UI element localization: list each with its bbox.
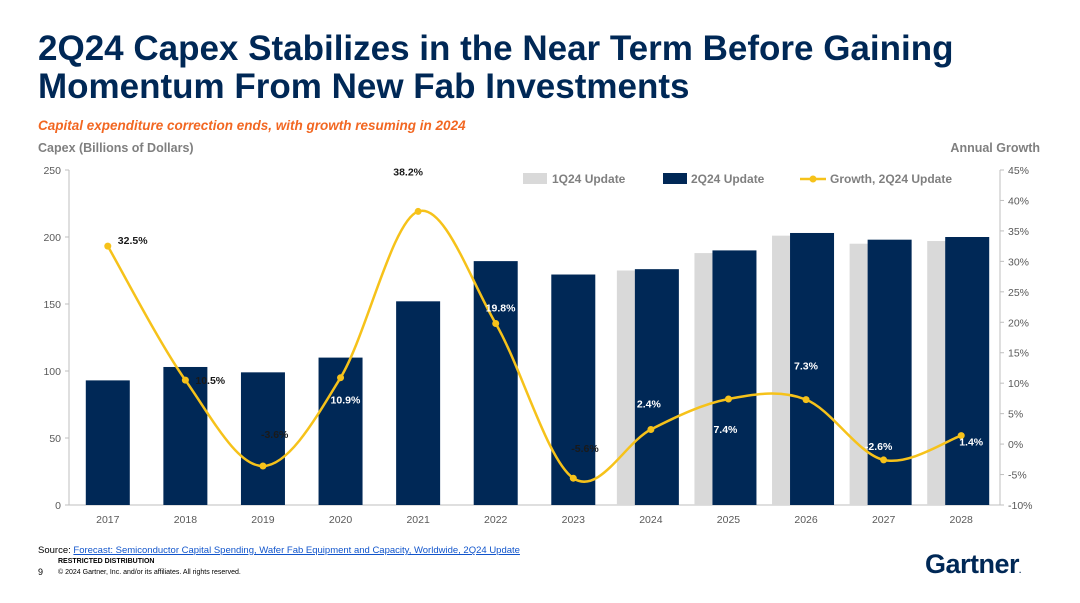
y2-tick-label: -5% <box>1008 470 1027 482</box>
growth-data-label: -5.6% <box>571 443 599 455</box>
page-number: 9 <box>38 567 44 577</box>
bar-2q24 <box>240 372 285 505</box>
legend-label-2q24: 2Q24 Update <box>691 172 765 186</box>
legend-swatch-1q24 <box>523 173 547 184</box>
growth-point <box>181 376 189 384</box>
capex-chart: Capex (Billions of Dollars) Annual Growth… <box>38 141 1040 526</box>
y2-tick-label: 45% <box>1008 165 1029 177</box>
gartner-logo: Gartner. <box>925 549 1021 580</box>
growth-data-label: 10.9% <box>331 395 361 407</box>
x-tick-label: 2024 <box>639 514 663 526</box>
growth-data-label: 7.3% <box>794 361 819 373</box>
y2-tick-label: 40% <box>1008 195 1029 207</box>
legend-label-growth: Growth, 2Q24 Update <box>830 172 952 186</box>
y-tick-label: 100 <box>43 366 61 378</box>
x-tick-label: 2023 <box>562 514 586 526</box>
growth-point <box>104 242 112 250</box>
growth-data-label: 2.4% <box>637 398 662 410</box>
growth-data-label: 19.8% <box>486 302 516 314</box>
y2-tick-label: 5% <box>1008 409 1023 421</box>
growth-point <box>724 395 732 403</box>
bar-2q24 <box>163 366 208 505</box>
growth-point <box>802 396 810 404</box>
growth-data-label: 1.4% <box>959 437 984 449</box>
source-prefix: Source: <box>38 545 74 556</box>
x-tick-label: 2026 <box>794 514 818 526</box>
x-tick-label: 2018 <box>174 514 198 526</box>
y2-tick-label: 25% <box>1008 287 1029 299</box>
page-title: 2Q24 Capex Stabilizes in the Near Term B… <box>38 29 954 106</box>
y-tick-label: 0 <box>55 500 61 512</box>
x-tick-label: 2020 <box>329 514 353 526</box>
y2-tick-label: -10% <box>1008 500 1033 512</box>
x-tick-label: 2027 <box>872 514 896 526</box>
bar-2q24 <box>634 269 679 505</box>
legend-label-1q24: 1Q24 Update <box>552 172 626 186</box>
growth-point <box>569 474 577 482</box>
growth-data-label: -2.6% <box>865 441 893 453</box>
bar-2q24 <box>945 237 990 505</box>
growth-point <box>647 425 655 433</box>
legend-marker-growth <box>809 175 817 183</box>
y2-tick-label: 35% <box>1008 226 1029 238</box>
copyright-notice: © 2024 Gartner, Inc. and/or its affiliat… <box>58 569 241 576</box>
y2-tick-label: 20% <box>1008 317 1029 329</box>
x-tick-label: 2025 <box>717 514 741 526</box>
x-tick-label: 2019 <box>251 514 275 526</box>
growth-point <box>880 456 888 464</box>
growth-point <box>414 207 422 215</box>
y2-tick-label: 15% <box>1008 348 1029 360</box>
source-note: Source: Forecast: Semiconductor Capital … <box>38 545 520 556</box>
y-tick-label: 200 <box>43 232 61 244</box>
bar-2q24 <box>867 239 912 505</box>
y-tick-label: 250 <box>43 165 61 177</box>
source-link[interactable]: Forecast: Semiconductor Capital Spending… <box>73 545 520 556</box>
bar-2q24 <box>712 250 757 505</box>
growth-point <box>957 432 965 440</box>
bar-2q24 <box>551 274 596 505</box>
x-tick-label: 2017 <box>96 514 120 526</box>
y2-tick-label: 30% <box>1008 256 1029 268</box>
restricted-label: RESTRICTED DISTRIBUTION <box>58 558 155 565</box>
bar-2q24 <box>473 261 518 505</box>
bar-2q24 <box>790 232 835 505</box>
y2-tick-label: 10% <box>1008 378 1029 390</box>
x-tick-label: 2021 <box>406 514 430 526</box>
y2-axis-title: Annual Growth <box>950 141 1040 155</box>
legend-swatch-2q24 <box>663 173 687 184</box>
bar-2q24 <box>396 301 441 505</box>
x-tick-label: 2022 <box>484 514 508 526</box>
growth-data-label: 32.5% <box>118 235 148 247</box>
logo-text: Gartner <box>925 549 1020 579</box>
growth-point <box>259 462 267 470</box>
growth-data-label: 10.5% <box>195 375 225 387</box>
bar-2q24 <box>318 357 363 505</box>
growth-point <box>337 374 345 382</box>
page-subtitle: Capital expenditure correction ends, wit… <box>38 118 466 133</box>
y-tick-label: 150 <box>43 299 61 311</box>
growth-data-label: -3.6% <box>261 429 289 441</box>
growth-data-label: 7.4% <box>713 424 738 436</box>
y-tick-label: 50 <box>49 433 61 445</box>
growth-point <box>492 319 500 327</box>
growth-data-label: 38.2% <box>393 166 423 178</box>
logo-mark: . <box>1019 566 1021 575</box>
bar-2q24 <box>85 380 130 505</box>
x-tick-label: 2028 <box>950 514 974 526</box>
y2-tick-label: 0% <box>1008 439 1023 451</box>
y-axis-title: Capex (Billions of Dollars) <box>38 141 194 155</box>
